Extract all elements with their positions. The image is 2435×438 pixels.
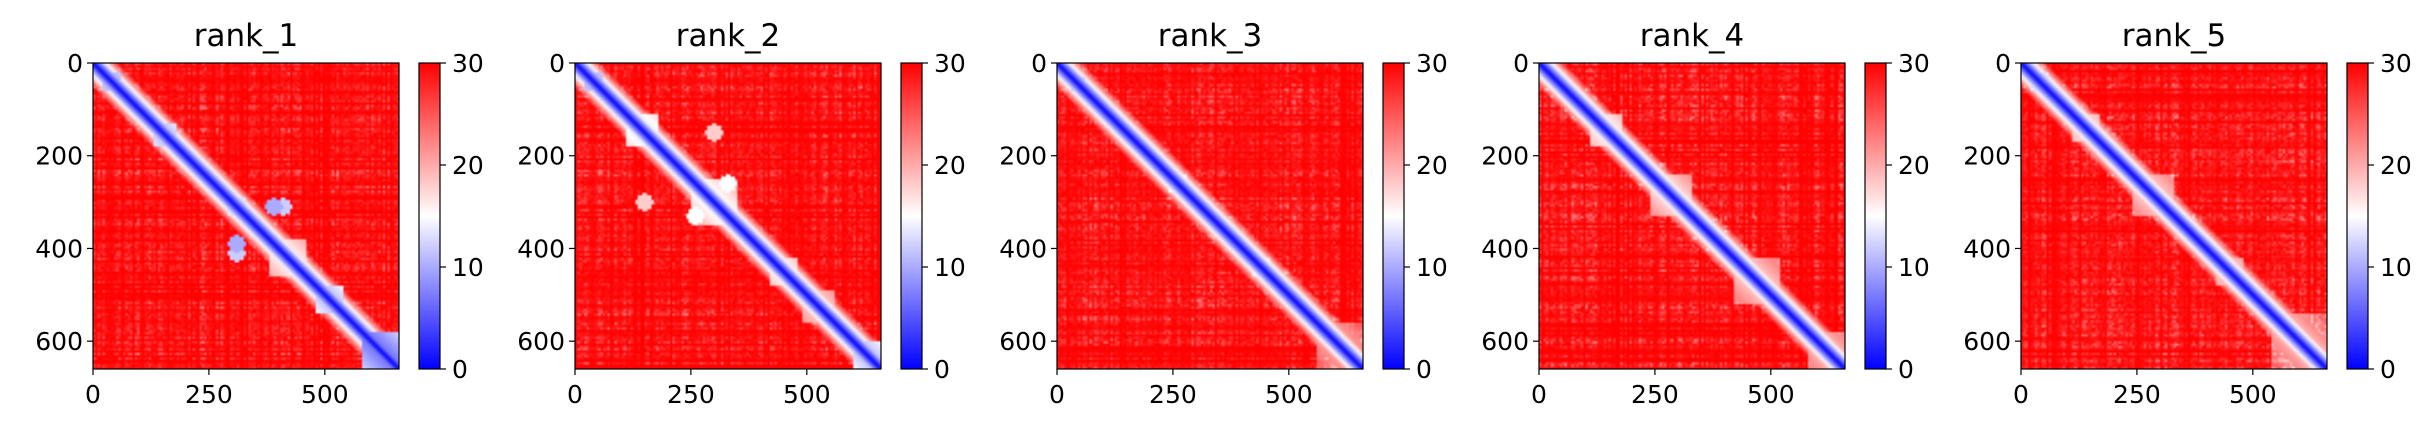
colorbar-tick-label: 10 [452,253,484,282]
panel-title: rank_5 [2122,18,2227,54]
diagonal-band [574,62,882,370]
y-tick-label: 0 [1995,49,2011,78]
x-tick-label: 0 [1049,380,1065,409]
x-tick-label: 0 [1531,380,1547,409]
diagonal-band [2020,62,2328,370]
panel-title: rank_1 [194,18,299,54]
plot-frame [1056,62,1364,370]
plot-frame [574,62,882,370]
diagonal-band [1538,62,1846,370]
y-tick-label: 400 [517,234,565,263]
colorbar [1382,62,1405,370]
y-tick-label: 200 [517,142,565,171]
y-tick-label: 200 [35,142,83,171]
colorbar-tick-label: 20 [452,151,484,180]
colorbar-tick-label: 0 [934,355,950,384]
panel-title: rank_2 [676,18,781,54]
colorbar [1864,62,1887,370]
colorbar-tick-label: 0 [452,355,468,384]
x-tick-label: 250 [2113,380,2161,409]
x-tick-label: 250 [667,380,715,409]
colorbar [418,62,441,370]
x-tick-label: 500 [301,380,349,409]
x-tick-label: 0 [567,380,583,409]
colorbar-tick-label: 0 [1416,355,1432,384]
y-tick-label: 600 [999,327,1047,356]
y-tick-label: 400 [999,234,1047,263]
y-tick-label: 600 [35,327,83,356]
y-tick-label: 600 [517,327,565,356]
colorbar-tick-label: 30 [1416,49,1448,78]
x-tick-label: 250 [185,380,233,409]
plot-frame [1538,62,1846,370]
colorbar-tick-label: 30 [934,49,966,78]
x-tick-label: 250 [1631,380,1679,409]
y-tick-label: 400 [1963,234,2011,263]
colorbar-tick-label: 30 [2380,49,2412,78]
plot-frame [2020,62,2328,370]
x-tick-label: 500 [2229,380,2277,409]
colorbar-tick-label: 0 [2380,355,2396,384]
y-tick-label: 600 [1481,327,1529,356]
colorbar-tick-label: 10 [1898,253,1930,282]
y-tick-label: 400 [35,234,83,263]
colorbar-tick-label: 20 [934,151,966,180]
y-tick-label: 200 [1481,142,1529,171]
plot-frame [92,62,400,370]
colorbar-tick-label: 10 [1416,253,1448,282]
y-tick-label: 0 [549,49,565,78]
colorbar-tick-label: 10 [934,253,966,282]
colorbar-tick-label: 20 [1416,151,1448,180]
y-tick-label: 0 [1513,49,1529,78]
diagonal-band [92,62,400,370]
colorbar-tick-label: 20 [2380,151,2412,180]
panel-title: rank_3 [1158,18,1263,54]
x-tick-label: 500 [783,380,831,409]
y-tick-label: 200 [1963,142,2011,171]
x-tick-label: 250 [1149,380,1197,409]
colorbar [900,62,923,370]
colorbar-tick-label: 30 [452,49,484,78]
x-tick-label: 0 [85,380,101,409]
panel-title: rank_4 [1640,18,1745,54]
y-tick-label: 200 [999,142,1047,171]
colorbar-tick-label: 0 [1898,355,1914,384]
colorbar [2346,62,2369,370]
x-tick-label: 500 [1747,380,1795,409]
y-tick-label: 400 [1481,234,1529,263]
colorbar-tick-label: 30 [1898,49,1930,78]
y-tick-label: 600 [1963,327,2011,356]
y-tick-label: 0 [1031,49,1047,78]
diagonal-band [1056,62,1364,370]
x-tick-label: 0 [2013,380,2029,409]
colorbar-tick-label: 20 [1898,151,1930,180]
colorbar-tick-label: 10 [2380,253,2412,282]
x-tick-label: 500 [1265,380,1313,409]
y-tick-label: 0 [67,49,83,78]
